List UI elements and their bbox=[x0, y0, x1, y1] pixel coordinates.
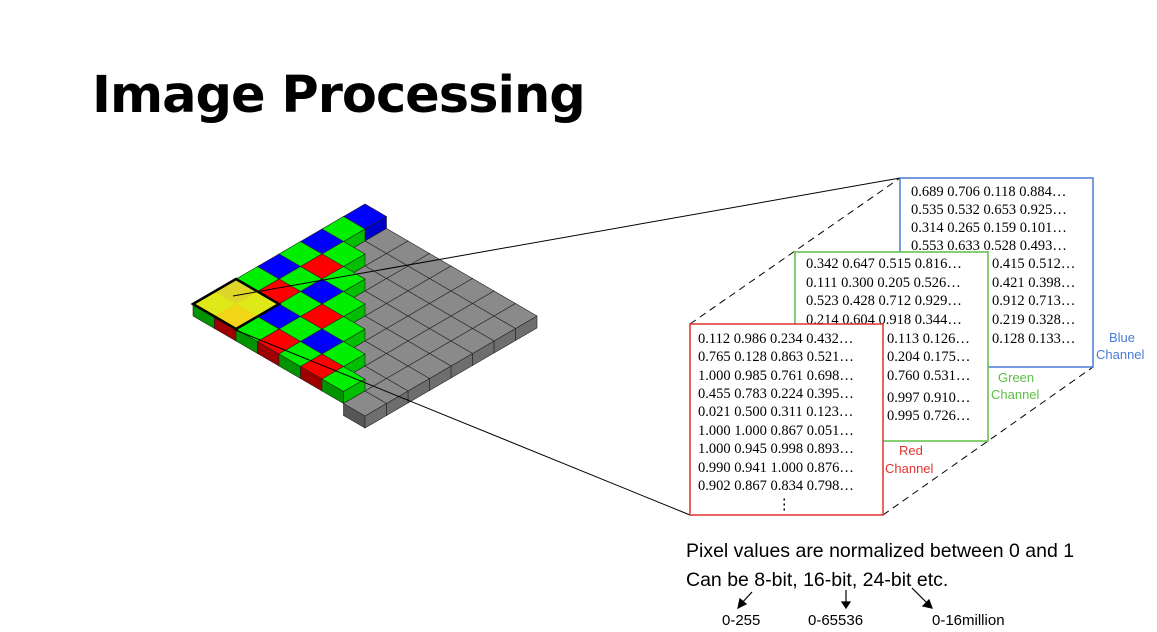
green-row: 0.342 0.647 0.515 0.816… bbox=[806, 256, 962, 272]
red-channel-label: Channel bbox=[885, 461, 934, 476]
blue-right-column-row: 0.415 0.512… bbox=[992, 256, 1075, 272]
bayer-cell bbox=[342, 390, 388, 417]
green-row: 0.111 0.300 0.205 0.526… bbox=[806, 275, 961, 291]
blue-channel-label: Blue bbox=[1109, 330, 1135, 345]
range-16bit: 0-65536 bbox=[808, 612, 864, 629]
range-24bit: 0-16million bbox=[932, 612, 1005, 629]
red-channel-label: Red bbox=[899, 443, 923, 458]
red-row: 0.455 0.783 0.224 0.395… bbox=[698, 386, 854, 402]
blue-row: 0.314 0.265 0.159 0.101… bbox=[911, 220, 1067, 236]
red-row: 1.000 0.985 0.761 0.698… bbox=[698, 368, 854, 384]
green-channel-label: Green bbox=[998, 370, 1034, 385]
green-right-column-row: 0.995 0.726… bbox=[887, 408, 970, 424]
green-row: 0.523 0.428 0.712 0.929… bbox=[806, 293, 962, 309]
red-row: 0.902 0.867 0.834 0.798… bbox=[698, 478, 854, 494]
page-title: Image Processing bbox=[92, 66, 586, 125]
red-row: 1.000 1.000 0.867 0.051… bbox=[698, 423, 854, 439]
blue-right-column-row: 0.219 0.328… bbox=[992, 312, 1075, 328]
blue-right-column-row: 0.128 0.133… bbox=[992, 331, 1075, 347]
red-row: 0.990 0.941 1.000 0.876… bbox=[698, 460, 854, 476]
range-8bit: 0-255 bbox=[722, 612, 761, 629]
green-right-column-row: 0.113 0.126… bbox=[887, 331, 970, 347]
red-row: 0.021 0.500 0.311 0.123… bbox=[698, 404, 853, 420]
blue-row: 0.553 0.633 0.528 0.493… bbox=[911, 238, 1067, 254]
green-right-column-row: 0.204 0.175… bbox=[887, 349, 970, 365]
red-vertical-ellipsis: ⋮ bbox=[777, 497, 792, 513]
green-right-column-row: 0.997 0.910… bbox=[887, 390, 970, 406]
red-row: 0.765 0.128 0.863 0.521… bbox=[698, 349, 854, 365]
green-right-column-row: 0.760 0.531… bbox=[887, 368, 970, 384]
blue-right-column-row: 0.421 0.398… bbox=[992, 275, 1075, 291]
projection-line-top bbox=[232, 177, 901, 297]
projection-line-bottom bbox=[232, 328, 691, 516]
red-row: 1.000 0.945 0.998 0.893… bbox=[698, 441, 854, 457]
bayer-sensor-grid bbox=[190, 203, 538, 429]
range-arrows bbox=[737, 587, 933, 610]
blue-row: 0.689 0.706 0.118 0.884… bbox=[911, 184, 1066, 200]
red-row: 0.112 0.986 0.234 0.432… bbox=[698, 331, 853, 347]
caption-bit-depth: Can be 8-bit, 16-bit, 24-bit etc. bbox=[686, 569, 949, 591]
red-channel-matrix bbox=[689, 323, 884, 516]
blue-right-column-row: 0.912 0.713… bbox=[992, 293, 1075, 309]
caption-normalized: Pixel values are normalized between 0 an… bbox=[686, 540, 1075, 562]
blue-row: 0.535 0.532 0.653 0.925… bbox=[911, 202, 1067, 218]
blue-channel-label: Channel bbox=[1096, 347, 1145, 362]
green-channel-label: Channel bbox=[991, 387, 1040, 402]
